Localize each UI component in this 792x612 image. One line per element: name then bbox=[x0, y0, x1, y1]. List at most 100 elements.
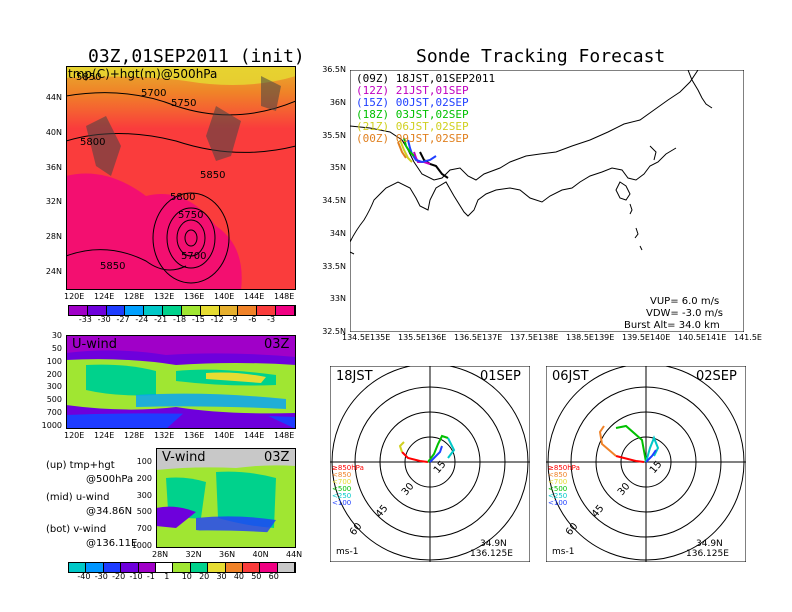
v-wind-lat-axis: 28N 32N 36N 40N 44N bbox=[140, 550, 310, 562]
axis-tick-label: 32.5N bbox=[322, 327, 346, 336]
axis-tick-label: 500 bbox=[46, 395, 62, 405]
hodograph-level-legend: <850 bbox=[548, 471, 567, 479]
u-wind-lon-axis: 120E 124E 128E 132E 136E 140E 144E 148E bbox=[58, 431, 308, 443]
hodograph-level-legend: <850 bbox=[332, 471, 351, 479]
axis-tick-label: 139E bbox=[594, 333, 615, 342]
axis-tick-label: 300 bbox=[46, 382, 62, 392]
launch-row: (21Z) 06JST,02SEP bbox=[356, 121, 495, 133]
hodograph-trace bbox=[427, 434, 449, 463]
hodograph-level-legend: ≥850hPa bbox=[548, 464, 580, 472]
axis-tick-label: 135E bbox=[370, 333, 391, 342]
hodograph-1: 15 30 45 60 18JST 01SEP 34.9N 136.125E ms-1 ≥850h… bbox=[329, 363, 531, 563]
warm-region bbox=[66, 173, 242, 290]
axis-tick-label: 34.5N bbox=[322, 196, 346, 205]
axis-tick-label: 32N bbox=[45, 197, 62, 207]
launch-row: (00Z) 09JST,02SEP bbox=[356, 133, 495, 145]
hodograph-level-legend: ≥850hPa bbox=[332, 464, 364, 472]
axis-tick-label: 40N bbox=[45, 127, 62, 137]
right-title: Sonde Tracking Forecast bbox=[416, 46, 666, 67]
axis-tick-label: 36N bbox=[329, 97, 346, 107]
coastline bbox=[350, 70, 713, 255]
track-map-lat-axis: 36.5N 36N 35.5N 35N 34.5N 34N 33.5N 33N 32.5N bbox=[306, 65, 348, 340]
hodograph-lat: 34.9N bbox=[480, 539, 507, 549]
hodograph-time: 06JST bbox=[552, 369, 589, 384]
axis-tick-label: 136E bbox=[184, 431, 205, 440]
legend-bot-line1: (bot) v-wind bbox=[46, 524, 107, 535]
wind-colorbar-ticks: -40 -30 -20 -10 -1 1 10 20 30 40 50 60 bbox=[68, 572, 294, 582]
axis-tick-label: 32N bbox=[185, 550, 202, 559]
temperature-map-frame bbox=[66, 66, 296, 290]
colorbar-tick-label: -40 bbox=[77, 572, 91, 581]
hodograph-trace bbox=[429, 445, 443, 463]
hodograph-level-legend: <100 bbox=[548, 499, 567, 507]
axis-tick-label: 132E bbox=[154, 292, 175, 301]
left-title: 03Z,01SEP2011 (init) bbox=[88, 46, 305, 67]
colorbar-swatch bbox=[103, 563, 122, 572]
hodograph-lon: 136.125E bbox=[470, 549, 513, 559]
hodograph-time: 18JST bbox=[336, 369, 373, 384]
hodograph-lon: 136.125E bbox=[686, 549, 729, 559]
hodograph-level-legend: <500 bbox=[548, 485, 567, 493]
axis-tick-label: 200 bbox=[46, 369, 62, 379]
axis-tick-label: 120E bbox=[64, 431, 85, 440]
cold-region bbox=[66, 66, 296, 85]
colorbar-swatch bbox=[200, 306, 220, 315]
axis-tick-label: 148E bbox=[274, 431, 295, 440]
hodograph-trace bbox=[447, 437, 456, 459]
colorbar-swatch bbox=[277, 563, 296, 572]
axis-tick-label: 35N bbox=[329, 163, 346, 173]
legend-up-line2: @500hPa bbox=[86, 474, 134, 485]
axis-tick-label: 137E bbox=[482, 333, 503, 342]
axis-tick-label: 100 bbox=[136, 457, 152, 466]
colorbar-swatch bbox=[86, 563, 104, 572]
launch-time: 03JST,02SEP bbox=[395, 108, 469, 121]
axis-tick-label: 141E bbox=[706, 333, 727, 342]
colorbar-swatch bbox=[106, 306, 126, 315]
axis-tick-label: 132E bbox=[154, 431, 175, 440]
axis-tick-label: 135.5E bbox=[398, 333, 426, 342]
legend-mid-line2: @34.86N bbox=[86, 506, 133, 517]
axis-tick-label: 700 bbox=[46, 408, 62, 418]
hodograph-level-legend: <250 bbox=[548, 492, 567, 500]
colorbar-tick-label: -6 bbox=[248, 315, 257, 324]
u-wind-time: 03Z bbox=[264, 337, 290, 352]
axis-tick-label: 40N bbox=[252, 550, 269, 559]
colorbar-tick-label: -12 bbox=[210, 315, 224, 324]
launch-legend: (09Z) 18JST,01SEP2011 (12Z) 21JST,01SEP (1… bbox=[356, 73, 495, 145]
axis-tick-label: 36.5N bbox=[322, 65, 346, 74]
colorbar-tick-label: 60 bbox=[268, 572, 279, 581]
axis-tick-label: 148E bbox=[274, 292, 295, 301]
axis-tick-label: 700 bbox=[136, 524, 152, 534]
colorbar-tick-label: -1 bbox=[146, 572, 155, 581]
axis-tick-label: 138E bbox=[538, 333, 559, 342]
hodograph-trace bbox=[598, 425, 617, 457]
colorbar-swatch bbox=[69, 306, 88, 315]
axis-tick-label: 140E bbox=[214, 431, 235, 440]
axis-tick-label: 124E bbox=[94, 431, 115, 440]
map-contour-label: 5750 bbox=[178, 210, 203, 221]
u-wind-frame bbox=[66, 335, 296, 429]
colorbar-tick-label: -21 bbox=[154, 315, 168, 324]
hodograph-trace bbox=[615, 455, 645, 463]
map-contour-label: 5750 bbox=[171, 98, 196, 109]
v-wind-pressure-axis: 100 200 300 500 700 1000 bbox=[128, 448, 154, 550]
colorbar-tick-label: 50 bbox=[251, 572, 262, 581]
colorbar-swatch bbox=[219, 306, 239, 315]
axis-tick-label: 30 bbox=[51, 331, 62, 340]
axis-tick-label: 140.5E bbox=[678, 333, 706, 342]
colorbar-tick-label: -15 bbox=[191, 315, 205, 324]
axis-tick-label: 140E bbox=[214, 292, 235, 301]
launch-code: (18Z) bbox=[356, 108, 390, 121]
launch-time: 06JST,02SEP bbox=[395, 120, 469, 133]
axis-tick-label: 44N bbox=[45, 93, 62, 102]
launch-time: 09JST,02SEP bbox=[395, 132, 469, 145]
sonde-tracks bbox=[397, 137, 449, 179]
axis-tick-label: 120E bbox=[64, 292, 85, 301]
axis-tick-label: 134.5E bbox=[342, 333, 370, 342]
launch-row: (09Z) 18JST,01SEP2011 bbox=[356, 73, 495, 85]
axis-tick-label: 28N bbox=[152, 550, 169, 559]
wind-colorbar bbox=[68, 562, 296, 573]
axis-tick-label: 50 bbox=[51, 343, 62, 353]
launch-code: (09Z) bbox=[356, 72, 390, 85]
